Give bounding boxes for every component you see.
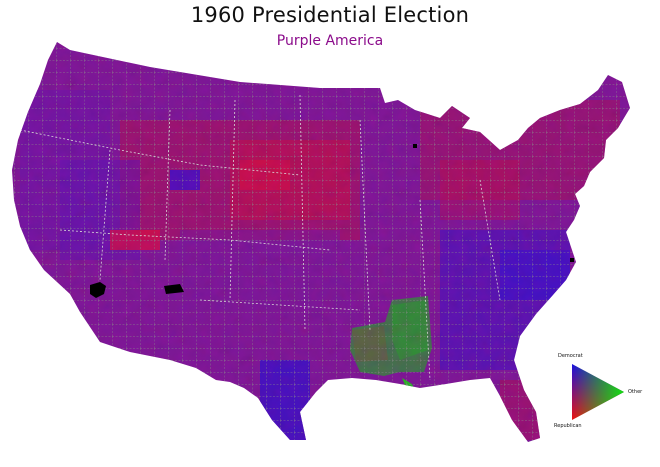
legend-triangle bbox=[572, 364, 624, 420]
legend-label-republican: Republican bbox=[554, 423, 582, 429]
legend-label-other: Other bbox=[628, 389, 643, 395]
page-subtitle: Purple America bbox=[276, 33, 384, 49]
page-title: 1960 Presidential Election bbox=[190, 3, 470, 27]
legend-label-democrat: Democrat bbox=[558, 353, 583, 359]
ternary-legend: Democrat Other Republican bbox=[552, 350, 652, 435]
